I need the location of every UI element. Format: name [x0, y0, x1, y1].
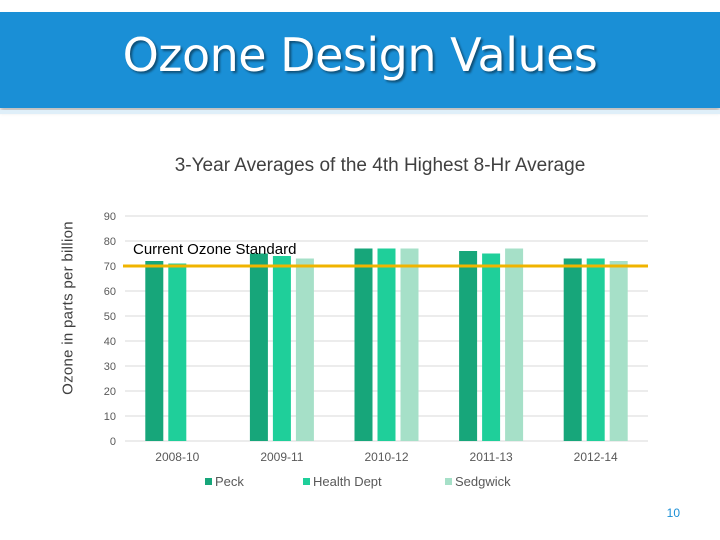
legend-label: Health Dept: [313, 474, 382, 489]
chart-title: 3-Year Averages of the 4th Highest 8-Hr …: [174, 155, 586, 176]
y-tick-label: 70: [104, 261, 116, 273]
bar: [354, 248, 373, 441]
x-tick-label: 2008-10: [155, 450, 199, 464]
bar: [609, 261, 628, 441]
y-tick-label: 60: [104, 286, 116, 298]
y-tick-label: 80: [104, 236, 116, 248]
bar: [482, 253, 501, 441]
y-tick-label: 50: [104, 311, 116, 323]
y-tick-label: 10: [104, 411, 116, 423]
bar: [168, 263, 187, 441]
legend-swatch: [205, 478, 212, 485]
bar: [249, 253, 268, 441]
y-tick-label: 20: [104, 386, 116, 398]
bar: [145, 261, 164, 441]
y-tick-label: 30: [104, 361, 116, 373]
legend-swatch: [303, 478, 310, 485]
legend-label: Peck: [215, 474, 244, 489]
page-number: 10: [666, 506, 680, 520]
x-tick-label: 2012-14: [574, 450, 618, 464]
standard-annotation: Current Ozone Standard: [133, 241, 296, 258]
bar: [563, 258, 582, 441]
y-tick-label: 90: [104, 211, 116, 223]
y-tick-label: 40: [104, 336, 116, 348]
slide-title: Ozone Design Values: [122, 28, 598, 82]
x-tick-label: 2010-12: [364, 450, 408, 464]
bar: [295, 258, 314, 441]
bar: [505, 248, 524, 441]
title-bar: [0, 12, 720, 114]
x-tick-label: 2011-13: [470, 450, 513, 464]
bar: [586, 258, 605, 441]
bar: [272, 256, 291, 441]
bar: [400, 248, 419, 441]
legend-swatch: [445, 478, 452, 485]
legend-label: Sedgwick: [455, 474, 511, 489]
y-tick-label: 0: [110, 436, 116, 448]
x-tick-label: 2009-11: [260, 450, 303, 464]
bar: [459, 251, 478, 441]
bar: [377, 248, 396, 441]
